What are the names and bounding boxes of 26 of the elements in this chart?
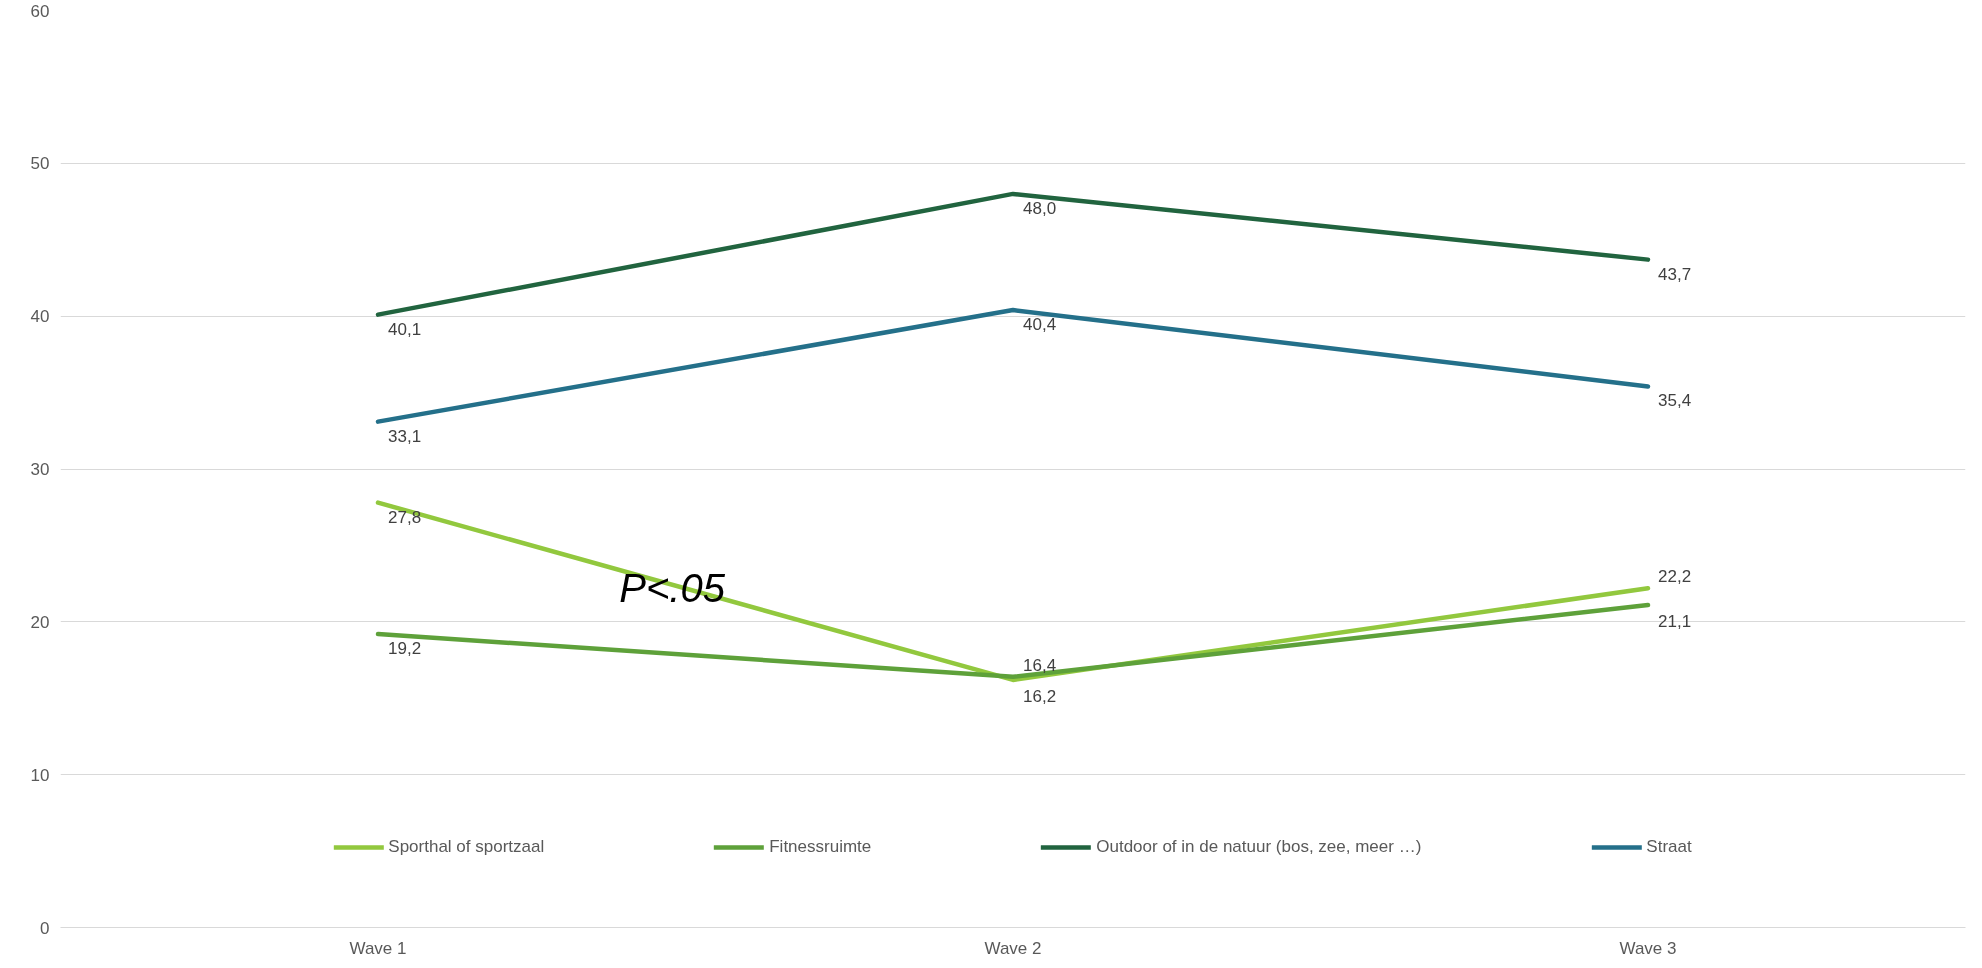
data-label: 35,4 (1658, 391, 1692, 411)
legend-label: Sporthal of sportzaal (388, 837, 545, 857)
y-tick-label: 0 (40, 918, 50, 938)
data-label: 21,1 (1658, 612, 1692, 632)
data-label: 22,2 (1658, 567, 1692, 587)
y-tick-label: 20 (30, 612, 50, 632)
y-tick-label: 10 (30, 765, 50, 785)
data-label: 48,0 (1023, 198, 1057, 218)
y-tick-label: 40 (30, 307, 50, 327)
data-label: 27,8 (388, 507, 422, 527)
x-tick-label: Wave 2 (984, 938, 1042, 958)
data-label: 33,1 (388, 426, 422, 446)
data-label: 40,4 (1023, 315, 1057, 335)
x-tick-label: Wave 3 (1619, 938, 1677, 958)
data-label: 43,7 (1658, 264, 1692, 284)
data-label: 16,4 (1023, 655, 1057, 675)
x-tick-label: Wave 1 (349, 938, 407, 958)
legend-label: Fitnessruimte (769, 837, 872, 857)
data-label: 16,2 (1023, 686, 1057, 706)
y-tick-label: 50 (30, 154, 50, 174)
legend-label: Straat (1646, 837, 1692, 857)
data-label: 40,1 (388, 319, 422, 339)
legend-label: Outdoor of in de natuur (bos, zee, meer …) (1096, 837, 1422, 857)
data-label: 19,2 (388, 639, 422, 659)
y-tick-label: 30 (30, 460, 50, 479)
y-tick-label: 60 (30, 1, 50, 21)
